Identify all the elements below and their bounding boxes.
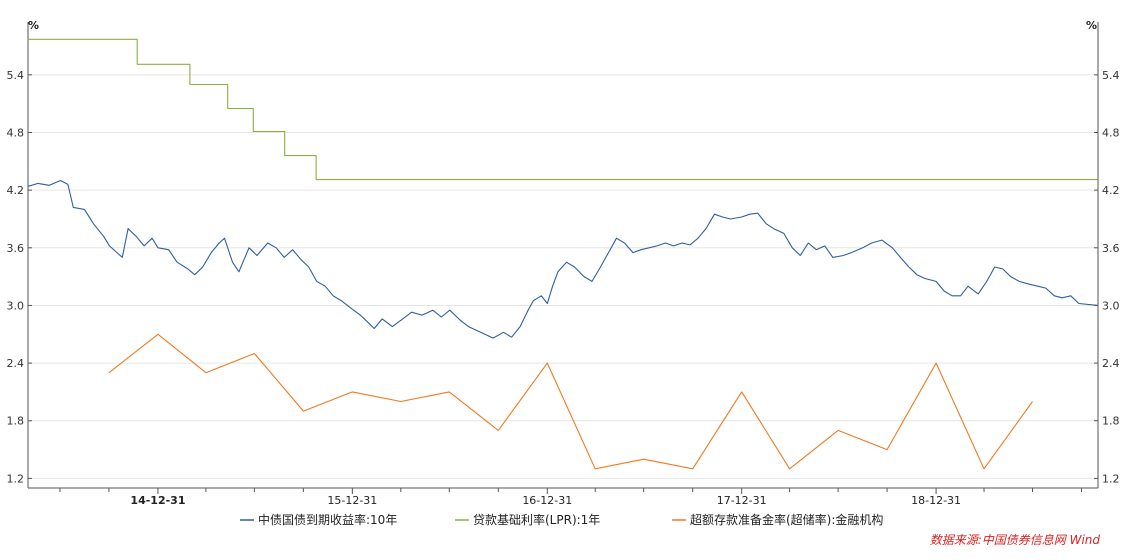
legend-label: 贷款基础利率(LPR):1年 <box>473 512 600 527</box>
y-tick-label-left: 2.4 <box>7 357 25 370</box>
legend-item: 中债国债到期收益率:10年 <box>240 512 397 527</box>
y-tick-label-left: 1.2 <box>7 472 25 485</box>
y-tick-label-right: 4.2 <box>1102 184 1120 197</box>
y-tick-label-right: 3.0 <box>1102 299 1120 312</box>
axes <box>27 22 1099 494</box>
y-tick-label-right: 1.2 <box>1102 472 1120 485</box>
series-lines <box>27 38 1099 470</box>
x-tick-label: 17-12-31 <box>717 494 767 507</box>
y-axis-right-ticks: 5.4 4.8 4.2 3.6 3.0 2.4 1.8 1.2 <box>1102 69 1120 486</box>
y-tick-label-right: 4.8 <box>1102 126 1120 139</box>
grid-lines <box>28 74 1098 479</box>
x-tick-label: 18-12-31 <box>911 494 961 507</box>
y-tick-label-left: 3.0 <box>7 299 25 312</box>
legend-item: 超额存款准备金率(超储率):金融机构 <box>672 512 883 527</box>
y-tick-label-left: 4.2 <box>7 184 25 197</box>
series-line-2 <box>108 333 1033 470</box>
y-unit-right: % <box>1086 19 1097 32</box>
y-tick-label-left: 3.6 <box>7 242 25 255</box>
x-tick-label: 14-12-31 <box>130 494 185 507</box>
y-tick-label-right: 5.4 <box>1102 69 1120 82</box>
x-axis-ticks: 14-12-31 15-12-31 16-12-31 17-12-31 18-12-31 <box>130 494 961 507</box>
y-tick-label-right: 3.6 <box>1102 242 1120 255</box>
y-tick-label-left: 5.4 <box>7 69 25 82</box>
y-tick-label-left: 4.8 <box>7 126 25 139</box>
series-line-1 <box>28 38 1098 181</box>
y-tick-label-left: 1.8 <box>7 415 25 428</box>
y-tick-label-right: 1.8 <box>1102 415 1120 428</box>
legend-item: 贷款基础利率(LPR):1年 <box>455 512 600 527</box>
y-tick-label-right: 2.4 <box>1102 357 1120 370</box>
legend-label: 超额存款准备金率(超储率):金融机构 <box>690 512 883 527</box>
x-tick-label: 15-12-31 <box>327 494 377 507</box>
data-source-note: 数据来源:中国债券信息网 Wind <box>930 533 1101 547</box>
y-unit-left: % <box>28 19 39 32</box>
legend: 中债国债到期收益率:10年 贷款基础利率(LPR):1年 超额存款准备金率(超储率)… <box>240 512 883 527</box>
x-tick-label: 16-12-31 <box>522 494 572 507</box>
series-line-0 <box>27 179 1099 339</box>
legend-label: 中债国债到期收益率:10年 <box>258 512 397 527</box>
y-axis-left-ticks: 5.4 4.8 4.2 3.6 3.0 2.4 1.8 1.2 <box>7 69 25 486</box>
